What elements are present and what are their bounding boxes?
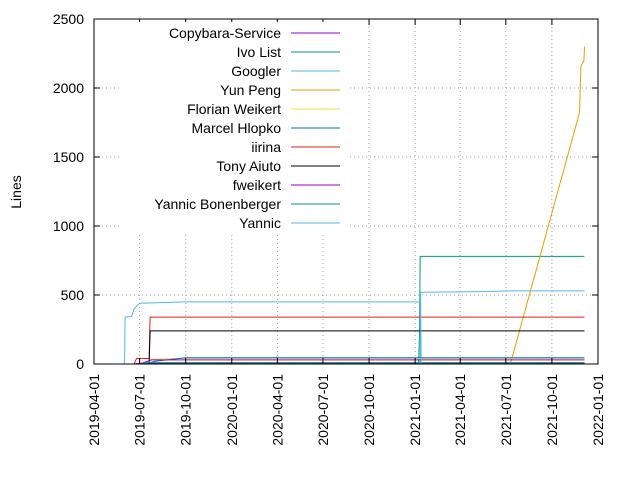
x-tick-label: 2021-04-01 [452, 374, 468, 446]
y-axis-ticks: 0 500 1000 1500 2000 2500 [53, 11, 598, 372]
legend-label: fweikert [233, 177, 281, 193]
x-tick-label: 2021-10-01 [544, 374, 560, 446]
x-tick-label: 2019-04-01 [86, 374, 102, 446]
series-line-10 [124, 301, 422, 365]
x-tick-label: 2020-01-01 [224, 374, 240, 446]
x-tick-label: 2021-07-01 [498, 374, 514, 446]
y-tick-label: 1500 [53, 149, 84, 165]
series-line-8 [139, 359, 585, 365]
series-line-2 [419, 290, 585, 365]
x-tick-label: 2021-01-01 [407, 374, 423, 446]
legend-label: Googler [231, 63, 281, 79]
series-line-3 [509, 46, 585, 365]
legend: Copybara-Service Ivo List Googler Yun Peng F… [120, 22, 350, 235]
x-tick-label: 2019-10-01 [178, 374, 194, 446]
plot-border [93, 18, 599, 365]
y-tick-label: 1000 [53, 218, 84, 234]
series-line-1 [415, 255, 585, 365]
x-tick-label: 2020-04-01 [269, 374, 285, 446]
legend-label: Yun Peng [220, 82, 281, 98]
series-line-7 [148, 330, 585, 365]
x-tick-label: 2020-07-01 [315, 374, 331, 446]
legend-label: Yannic [239, 215, 281, 231]
legend-label: Yannic Bonenberger [154, 196, 281, 212]
legend-label: Copybara-Service [169, 25, 281, 41]
x-tick-label: 2019-07-01 [132, 374, 148, 446]
y-tick-label: 2000 [53, 80, 84, 96]
y-axis-label: Lines [8, 175, 24, 208]
legend-label: iirina [251, 139, 281, 155]
x-axis-ticks: 2019-04-01 2019-07-01 2019-10-01 2020-01-01… [86, 19, 606, 446]
legend-label: Marcel Hlopko [192, 120, 282, 136]
y-tick-label: 0 [76, 356, 84, 372]
y-tick-label: 2500 [53, 11, 84, 27]
x-tick-label: 2020-10-01 [361, 374, 377, 446]
legend-label: Tony Aiuto [216, 158, 281, 174]
legend-label: Florian Weikert [187, 101, 281, 117]
x-tick-label: 2022-01-01 [590, 374, 606, 446]
legend-label: Ivo List [237, 44, 281, 60]
y-tick-label: 500 [61, 287, 85, 303]
